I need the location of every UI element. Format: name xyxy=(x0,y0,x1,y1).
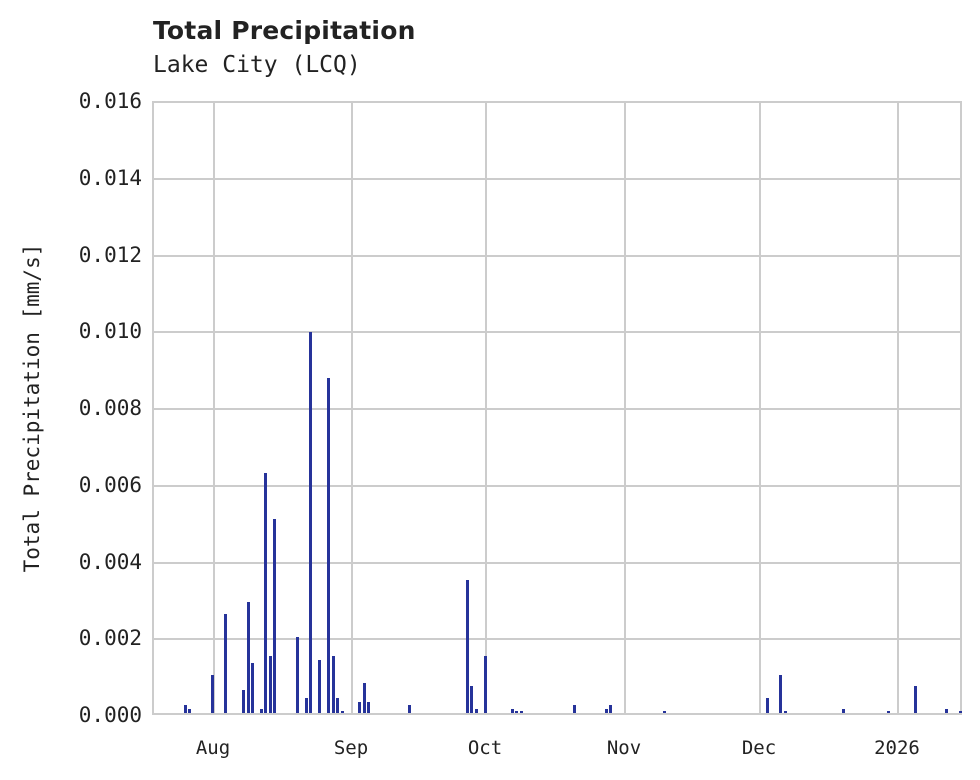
bar xyxy=(842,709,846,713)
bar xyxy=(318,659,322,713)
bar xyxy=(246,602,250,713)
bar xyxy=(188,709,192,713)
gridline-dec xyxy=(759,103,761,713)
gridline-0.014 xyxy=(154,177,960,180)
x-tick: Nov xyxy=(606,737,642,759)
y-tick: 0.000 xyxy=(78,703,142,727)
y-tick: 0.004 xyxy=(78,550,142,574)
bar xyxy=(340,711,344,713)
bar xyxy=(268,655,272,713)
gridline-aug xyxy=(213,103,215,713)
y-tick: 0.010 xyxy=(78,319,142,343)
x-tick: Sep xyxy=(333,737,369,759)
bar xyxy=(609,705,613,713)
bar xyxy=(336,697,340,713)
bar xyxy=(327,377,331,713)
gridline-0.006 xyxy=(154,484,960,487)
x-tick: Oct xyxy=(467,737,503,759)
bar xyxy=(362,682,366,713)
bar xyxy=(474,709,478,713)
bar xyxy=(510,709,514,713)
gridline-nov xyxy=(624,103,626,713)
gridline-0.010 xyxy=(154,331,960,334)
bar xyxy=(765,697,769,713)
bar xyxy=(183,705,187,713)
gridline-0.002 xyxy=(154,638,960,641)
chart-subtitle: Lake City (LCQ) xyxy=(153,52,361,78)
bar xyxy=(886,711,890,713)
bar xyxy=(367,701,371,713)
x-tick: 2026 xyxy=(874,737,920,759)
bar xyxy=(483,655,487,713)
bar xyxy=(958,711,962,713)
bar xyxy=(945,709,949,713)
y-tick: 0.016 xyxy=(78,89,142,113)
gridline-0.004 xyxy=(154,561,960,564)
bar xyxy=(407,705,411,713)
bar xyxy=(470,686,474,713)
bar xyxy=(913,686,917,713)
y-tick: 0.014 xyxy=(78,166,142,190)
bar xyxy=(358,701,362,713)
bar xyxy=(264,472,268,713)
y-tick: 0.006 xyxy=(78,473,142,497)
bar xyxy=(515,711,519,713)
bar xyxy=(251,663,254,713)
bar xyxy=(662,711,666,713)
bar xyxy=(519,711,523,713)
gridline-oct xyxy=(485,103,487,713)
bar xyxy=(295,636,299,713)
bar xyxy=(210,674,214,713)
y-tick: 0.008 xyxy=(78,396,142,420)
gridline-0.012 xyxy=(154,254,960,257)
bar xyxy=(779,674,783,713)
bar xyxy=(465,579,469,713)
bar xyxy=(573,705,577,713)
bar xyxy=(604,709,608,713)
bar-series xyxy=(154,103,962,713)
bar xyxy=(309,331,313,713)
gridline-0.008 xyxy=(154,408,960,410)
gridline-2026 xyxy=(897,103,899,713)
bar xyxy=(242,690,246,713)
y-axis-label: Total Precipitation [mm/s] xyxy=(20,243,44,573)
x-tick: Aug xyxy=(195,737,231,759)
plot-area xyxy=(152,101,962,715)
bar xyxy=(331,655,335,713)
y-tick: 0.002 xyxy=(78,626,142,650)
x-tick: Dec xyxy=(741,737,777,759)
bar xyxy=(783,711,787,713)
gridline-sep xyxy=(351,103,353,713)
bar xyxy=(224,613,228,713)
bar xyxy=(304,697,308,713)
bar xyxy=(259,709,263,713)
chart-title: Total Precipitation xyxy=(153,16,416,45)
bar xyxy=(273,518,277,713)
y-tick: 0.012 xyxy=(78,243,142,267)
